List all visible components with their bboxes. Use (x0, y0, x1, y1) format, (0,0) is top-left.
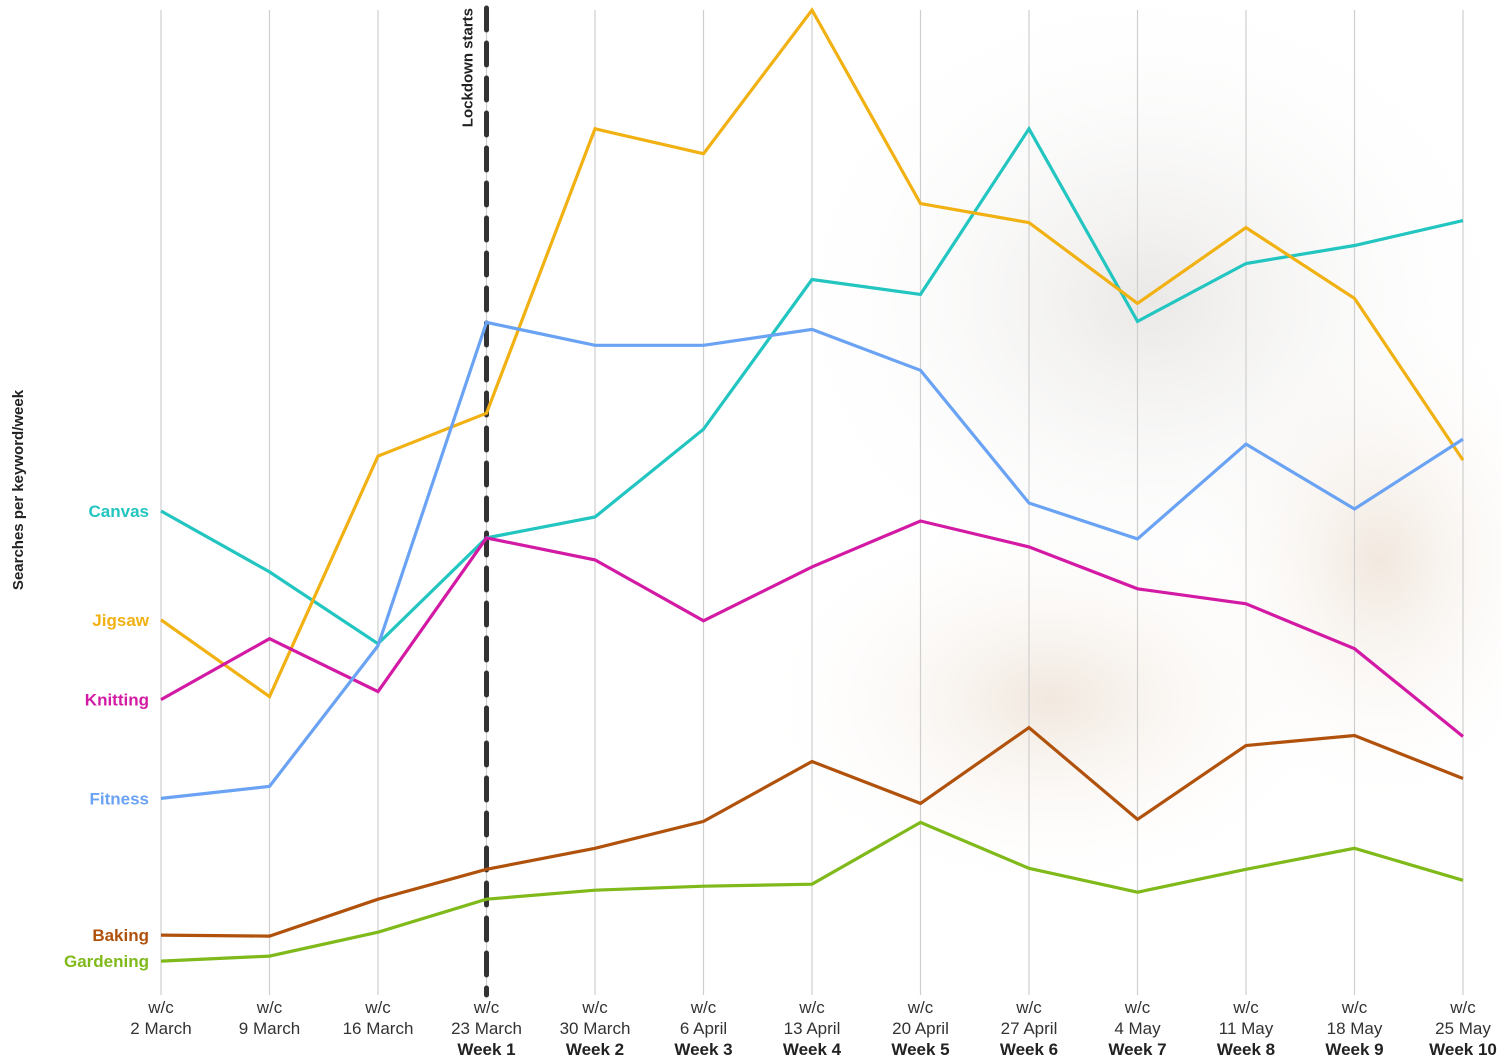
tick-week-week-7: Week 7 (1108, 1040, 1166, 1059)
tick-prefix-30-march: w/c (581, 998, 608, 1017)
tick-week-week-9: Week 9 (1325, 1040, 1383, 1059)
tick-week-week-4: Week 4 (783, 1040, 842, 1059)
tick-label-9-march: 9 March (239, 1019, 300, 1038)
tick-prefix-27-april: w/c (1015, 998, 1042, 1017)
tick-week-week-1: Week 1 (457, 1040, 515, 1059)
tick-week-week-5: Week 5 (891, 1040, 949, 1059)
tick-label-13-april: 13 April (784, 1019, 841, 1038)
tick-prefix-23-march: w/c (473, 998, 500, 1017)
tick-prefix-18-may: w/c (1341, 998, 1368, 1017)
tick-prefix-6-april: w/c (690, 998, 717, 1017)
tick-prefix-13-april: w/c (798, 998, 825, 1017)
tick-week-week-3: Week 3 (674, 1040, 732, 1059)
tick-label-18-may: 18 May (1327, 1019, 1383, 1038)
y-axis-label: Searches per keyword/week (10, 389, 27, 590)
x-axis-ticks: w/c 2 March w/c 9 March w/c 16 March w/c 23 Mar… (130, 998, 1497, 1059)
tick-prefix-9-march: w/c (256, 998, 283, 1017)
series-label-jigsaw: Jigsaw (92, 611, 149, 630)
tick-label-27-april: 27 April (1001, 1019, 1058, 1038)
lockdown-label: Lockdown starts (460, 8, 477, 127)
tick-prefix-4-may: w/c (1124, 998, 1151, 1017)
series-label-gardening: Gardening (64, 952, 149, 971)
series-line-fitness (160, 320, 1464, 800)
tick-label-30-march: 30 March (560, 1019, 631, 1038)
tick-label-2-march: 2 March (130, 1019, 191, 1038)
series-lines (160, 7, 1465, 963)
series-label-canvas: Canvas (89, 502, 149, 521)
background-photo (750, 0, 1501, 900)
tick-label-11-may: 11 May (1219, 1019, 1274, 1038)
tick-prefix-16-march: w/c (364, 998, 391, 1017)
series-label-baking: Baking (92, 926, 149, 945)
tick-week-week-8: Week 8 (1217, 1040, 1275, 1059)
tick-week-week-2: Week 2 (566, 1040, 624, 1059)
tick-label-23-march: 23 March (451, 1019, 522, 1038)
tick-label-25-may: 25 May (1435, 1019, 1491, 1038)
tick-week-week-6: Week 6 (1000, 1040, 1058, 1059)
series-labels: Canvas Jigsaw Knitting Fitness Baking Gardeni… (64, 502, 150, 971)
series-label-fitness: Fitness (89, 789, 149, 808)
tick-label-16-march: 16 March (343, 1019, 414, 1038)
tick-week-week-10: Week 10 (1429, 1040, 1497, 1059)
series-line-jigsaw (160, 7, 1465, 700)
tick-prefix-20-april: w/c (907, 998, 934, 1017)
tick-prefix-25-may: w/c (1449, 998, 1476, 1017)
vertical-gridlines (160, 10, 1464, 995)
tick-label-6-april: 6 April (680, 1019, 727, 1038)
tick-prefix-2-march: w/c (147, 998, 174, 1017)
series-line-gardening (160, 820, 1464, 963)
series-line-knitting (160, 519, 1465, 738)
series-label-knitting: Knitting (85, 691, 149, 710)
tick-label-20-april: 20 April (892, 1019, 949, 1038)
series-line-baking (160, 725, 1464, 938)
tick-prefix-11-may: w/c (1232, 998, 1259, 1017)
lockdown-annotation: Lockdown starts (460, 5, 489, 998)
tick-label-4-may: 4 May (1114, 1019, 1161, 1038)
